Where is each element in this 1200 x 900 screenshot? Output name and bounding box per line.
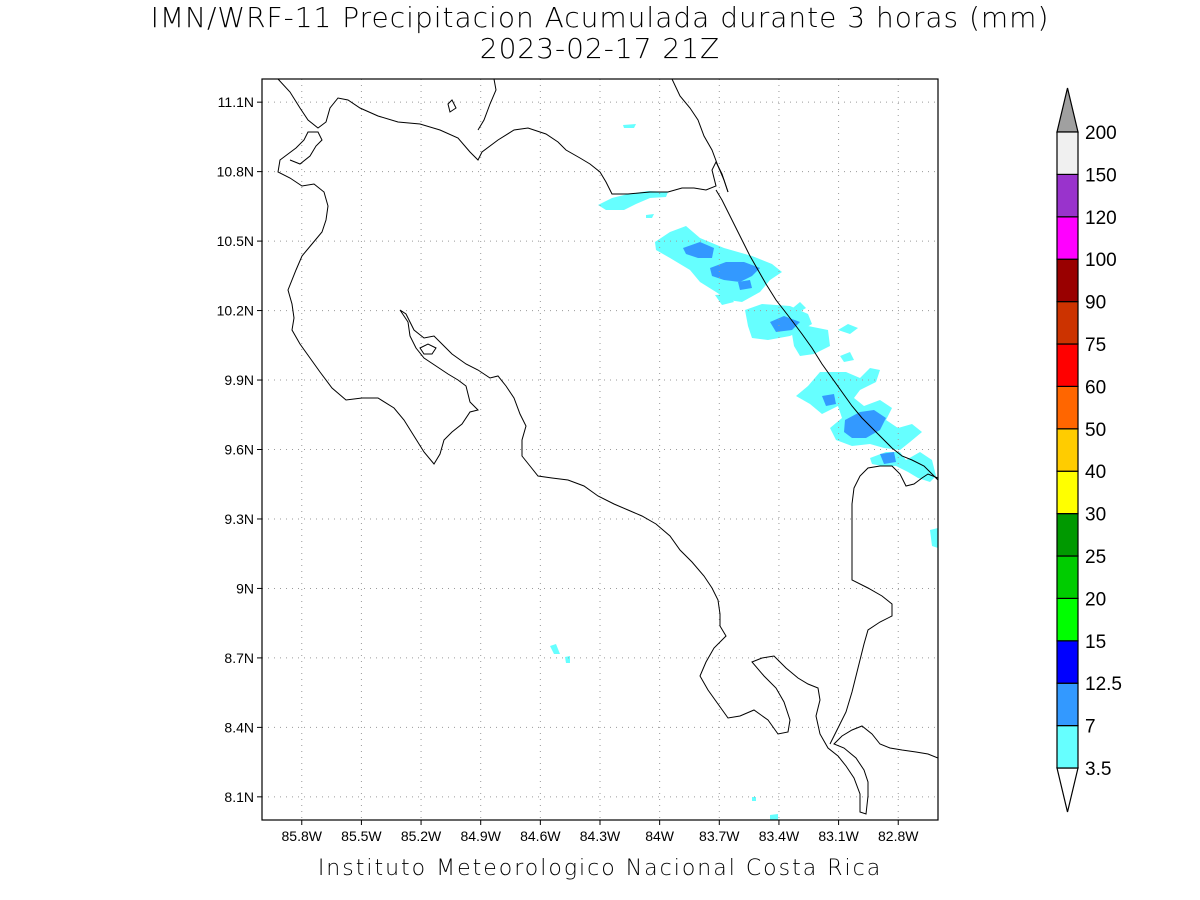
- colorbar-swatch: [1056, 385, 1079, 430]
- colorbar-swatch: [1056, 428, 1079, 472]
- colorbar-label: 50: [1085, 420, 1106, 441]
- lat-tick-label: 8.4N: [224, 719, 254, 735]
- colorbar-label: 40: [1085, 462, 1106, 483]
- lon-tick-label: 82.8W: [878, 828, 919, 844]
- colorbar-label: 200: [1085, 123, 1117, 144]
- lat-tick-label: 9.3N: [224, 511, 254, 527]
- lon-tick-label: 84.9W: [460, 828, 501, 844]
- colorbar-swatch: [1056, 724, 1079, 769]
- colorbar-swatch: [1056, 131, 1079, 176]
- map-datetime: 2023-02-17 21Z: [479, 32, 721, 65]
- colorbar-label: 100: [1085, 250, 1117, 271]
- lat-tick-label: 10.2N: [217, 303, 254, 319]
- lat-tick-label: 10.8N: [217, 164, 254, 180]
- colorbar-label: 15: [1085, 632, 1106, 653]
- colorbar: 3.5 7 12.5 15 20 25 30 40 50 60 75 90 100 120 150 200: [1056, 87, 1122, 813]
- colorbar-swatch: [1056, 640, 1079, 684]
- lon-tick-label: 85.8W: [282, 828, 323, 844]
- colorbar-over-triangle: [1056, 87, 1079, 133]
- colorbar-swatch: [1056, 343, 1079, 388]
- colorbar-label: 60: [1085, 377, 1106, 398]
- lat-tick-label: 9N: [236, 580, 254, 596]
- colorbar-label: 12.5: [1085, 674, 1122, 695]
- lon-tick-label: 85.5W: [341, 828, 382, 844]
- lon-tick-label: 83.7W: [699, 828, 740, 844]
- lon-tick-label: 84W: [645, 828, 675, 844]
- colorbar-swatch: [1056, 512, 1079, 557]
- colorbar-label: 20: [1085, 589, 1106, 610]
- colorbar-label: 25: [1085, 547, 1106, 568]
- map-frame: [261, 78, 939, 821]
- colorbar-swatch: [1056, 301, 1079, 345]
- lat-tick-label: 9.9N: [224, 372, 254, 388]
- colorbar-swatch: [1056, 555, 1079, 600]
- lat-tick-label: 8.7N: [224, 650, 254, 666]
- colorbar-swatch: [1056, 470, 1079, 515]
- colorbar-label: 3.5: [1085, 759, 1111, 780]
- colorbar-swatch: [1056, 597, 1079, 642]
- lon-tick-label: 83.1W: [818, 828, 859, 844]
- precip-light-areas: [550, 124, 938, 820]
- colorbar-swatch: [1056, 682, 1079, 727]
- colorbar-swatch: [1056, 216, 1079, 260]
- lat-tick-label: 10.5N: [217, 233, 254, 249]
- map-title: IMN/WRF-11 Precipitacion Acumulada duran…: [150, 1, 1050, 34]
- lat-tick-label: 9.6N: [224, 442, 254, 458]
- coastline-borders: [277, 79, 938, 815]
- footer-credit: Instituto Meteorologico Nacional Costa R…: [317, 856, 883, 881]
- lat-tick-labels: 8.1N 8.4N 8.7N 9N 9.3N 9.6N 9.9N 10.2N 10.5N 10.8…: [217, 94, 262, 805]
- lon-tick-label: 85.2W: [401, 828, 442, 844]
- lon-tick-label: 84.6W: [520, 828, 561, 844]
- colorbar-label: 30: [1085, 505, 1106, 526]
- lon-tick-label: 84.3W: [580, 828, 621, 844]
- lat-tick-label: 11.1N: [218, 94, 254, 110]
- lon-tick-labels: 85.8W 85.5W 85.2W 84.9W 84.6W 84.3W 84W 83.7W 83…: [282, 820, 919, 844]
- colorbar-label: 7: [1085, 717, 1096, 738]
- lon-tick-label: 83.4W: [759, 828, 800, 844]
- precip-moderate-areas: [683, 242, 896, 464]
- colorbar-swatch: [1056, 258, 1079, 303]
- colorbar-under-triangle: [1056, 767, 1079, 813]
- colorbar-label: 150: [1085, 165, 1117, 186]
- colorbar-swatch: [1056, 173, 1079, 218]
- precipitation-field: [550, 124, 938, 820]
- map-graticule: [262, 79, 938, 820]
- colorbar-label: 75: [1085, 335, 1106, 356]
- colorbar-label: 90: [1085, 293, 1106, 314]
- colorbar-label: 120: [1085, 208, 1117, 229]
- lat-tick-label: 8.1N: [224, 789, 254, 805]
